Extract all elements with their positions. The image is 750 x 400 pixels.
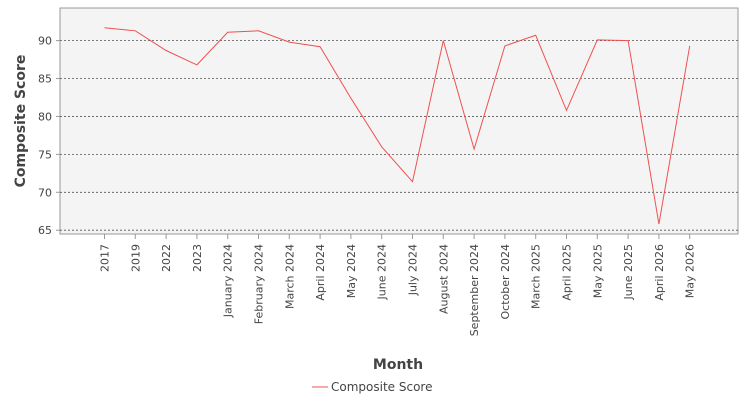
x-tick-label: August 2024: [437, 244, 450, 314]
y-tick-label: 85: [38, 73, 52, 86]
y-axis-title: Composite Score: [13, 55, 29, 188]
y-axis-ticks: 65 70 75 80 85 90: [38, 35, 60, 237]
plot-area: [59, 7, 739, 235]
x-tick-label: May 2026: [684, 244, 697, 298]
x-tick-label: July 2024: [407, 244, 420, 296]
x-tick-label: February 2024: [253, 244, 266, 324]
x-tick-label: June 2024: [376, 244, 389, 300]
x-tick-label: March 2024: [283, 244, 296, 309]
x-tick-label: April 2024: [314, 244, 327, 301]
series-line-composite-score: [104, 27, 691, 225]
legend-label: Composite Score: [331, 380, 432, 394]
legend: Composite Score: [312, 380, 432, 394]
x-tick-label: March 2025: [530, 244, 543, 309]
y-tick-label: 90: [38, 35, 52, 48]
x-axis-ticks: 2017 2019 2022 2023 January 2024 February 202…: [99, 234, 697, 336]
x-tick-label: May 2025: [591, 244, 604, 298]
y-tick-label: 80: [38, 110, 52, 123]
x-tick-label: 2017: [99, 244, 112, 272]
x-tick-label: 2023: [191, 244, 204, 272]
x-tick-label: 2022: [160, 244, 173, 272]
x-tick-label: January 2024: [222, 244, 235, 318]
x-tick-label: April 2026: [653, 244, 666, 301]
x-axis-title: Month: [373, 357, 423, 373]
y-tick-label: 70: [38, 186, 52, 199]
x-tick-label: 2019: [129, 244, 142, 272]
x-tick-label: June 2025: [622, 244, 635, 300]
x-tick-label: September 2024: [468, 244, 481, 336]
x-tick-label: April 2025: [561, 244, 574, 301]
x-tick-label: October 2024: [499, 244, 512, 320]
y-tick-label: 75: [38, 148, 52, 161]
x-tick-label: May 2024: [345, 244, 358, 298]
y-tick-label: 65: [38, 224, 52, 237]
